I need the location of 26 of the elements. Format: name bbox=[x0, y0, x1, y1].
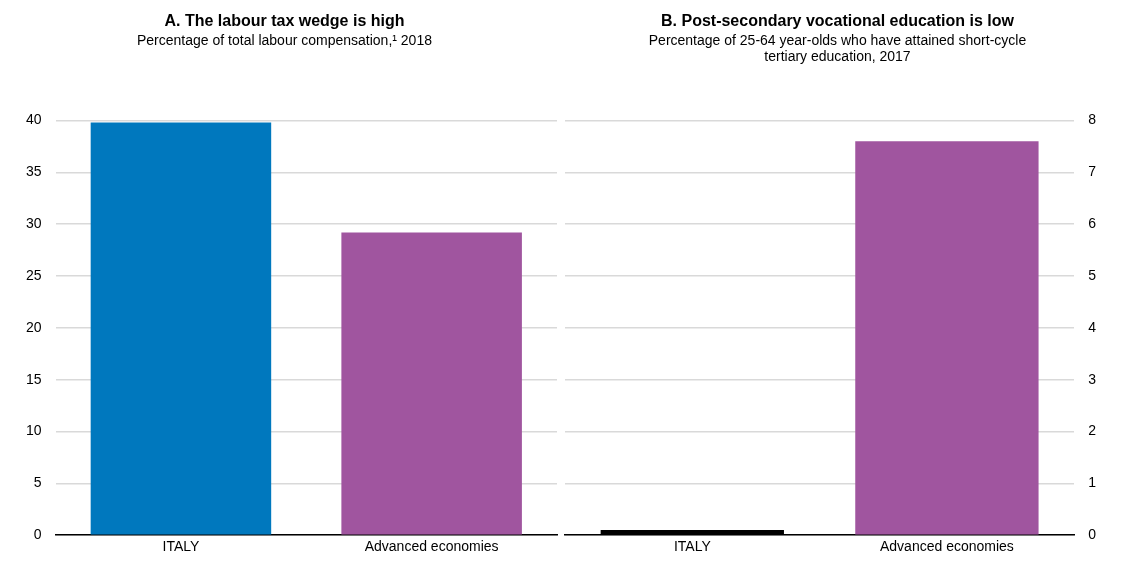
y2-tick-label: 3 bbox=[1088, 370, 1097, 387]
y2-tick-label: 0 bbox=[1088, 526, 1097, 543]
y-tick-label: 15 bbox=[25, 370, 42, 387]
y2-tick-label: 1 bbox=[1088, 474, 1097, 491]
y2-tick-label: 6 bbox=[1088, 214, 1097, 231]
x-tick-label: Advanced economies bbox=[879, 538, 1014, 555]
y2-tick-label: 2 bbox=[1088, 422, 1097, 439]
y-tick-label: 10 bbox=[25, 422, 42, 439]
y-tick-label: 20 bbox=[25, 318, 42, 335]
chart-subtitle: Percentage of 25-64 year-olds who have attained short-cycle tertiary education, 2017 bbox=[647, 32, 1028, 64]
y-tick-label: 25 bbox=[25, 266, 42, 283]
y2-tick-label: 4 bbox=[1088, 318, 1097, 335]
chart-title: B. Post-secondary vocational education is low bbox=[660, 12, 1015, 30]
y2-tick-label: 8 bbox=[1088, 111, 1097, 128]
y-tick-label: 35 bbox=[25, 163, 42, 180]
y-tick-label: 0 bbox=[33, 526, 42, 543]
x-tick-label: ITALY bbox=[673, 538, 712, 555]
y2-tick-label: 7 bbox=[1088, 163, 1097, 180]
chart-subtitle: Percentage of total labour compensation,¹ 2018 bbox=[136, 32, 433, 48]
y-tick-label: 30 bbox=[25, 214, 42, 231]
chart-title: A. The labour tax wedge is high bbox=[163, 12, 406, 30]
x-tick-label: Advanced economies bbox=[364, 538, 499, 555]
x-tick-label: ITALY bbox=[162, 538, 200, 555]
y2-tick-label: 5 bbox=[1088, 266, 1097, 283]
y-tick-label: 40 bbox=[25, 111, 42, 128]
y-tick-label: 5 bbox=[33, 474, 42, 491]
